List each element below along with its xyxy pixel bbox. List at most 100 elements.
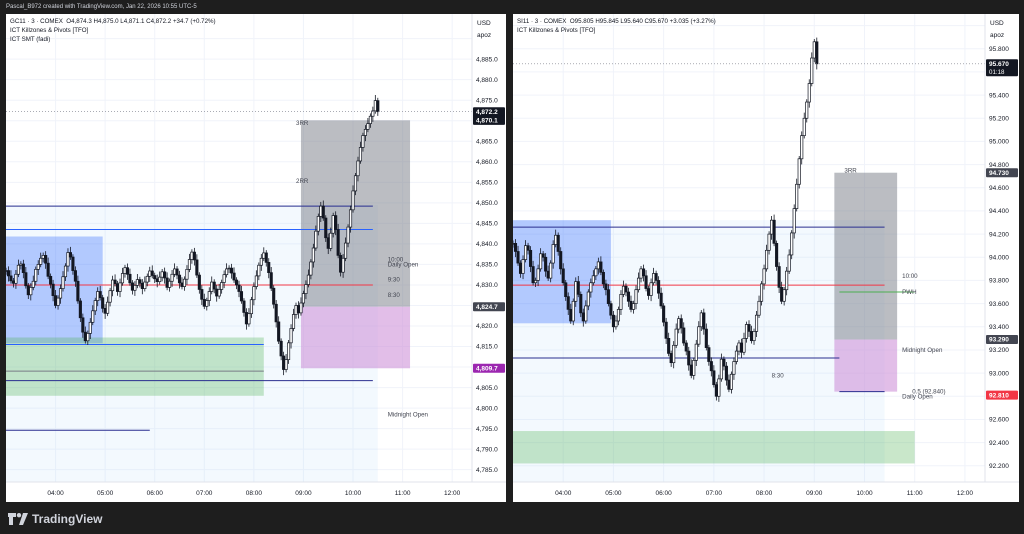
gold-candle-body[interactable] (282, 355, 286, 370)
gold-candle-body[interactable] (51, 283, 55, 296)
silver-candle-body[interactable] (802, 117, 806, 136)
gold-indicator-1[interactable]: ICT Killzones & Pivots [TFO] (10, 27, 89, 34)
silver-candle-body[interactable] (667, 338, 671, 354)
gold-candle-body[interactable] (321, 205, 325, 219)
gold-candle-body[interactable] (145, 275, 149, 283)
silver-candle-body[interactable] (546, 270, 550, 279)
gold-candle-body[interactable] (19, 263, 23, 266)
gold-candle-body[interactable] (34, 268, 38, 282)
gold-candle-body[interactable] (264, 252, 268, 263)
silver-candle-body[interactable] (531, 266, 535, 284)
silver-candle-body[interactable] (521, 259, 525, 274)
gold-candle-body[interactable] (106, 301, 110, 314)
gold-candle-body[interactable] (61, 276, 65, 289)
silver-candle-body[interactable] (732, 361, 736, 375)
gold-candle-body[interactable] (39, 257, 43, 265)
gold-candle-body[interactable] (130, 282, 134, 291)
gold-x-axis[interactable] (6, 482, 506, 502)
gold-candle-body[interactable] (234, 279, 239, 286)
gold-candle-body[interactable] (155, 278, 159, 283)
gold-candle-body[interactable] (54, 295, 58, 306)
gold-candle-body[interactable] (168, 280, 172, 288)
silver-candle-body[interactable] (518, 262, 523, 274)
silver-candle-body[interactable] (634, 289, 638, 304)
gold-candle-body[interactable] (351, 190, 355, 211)
gold-candle-body[interactable] (78, 300, 82, 319)
silver-candle-body[interactable] (639, 268, 643, 279)
gold-candle-body[interactable] (239, 291, 244, 302)
silver-candle-body[interactable] (586, 291, 590, 307)
gold-candle-body[interactable] (165, 277, 169, 288)
gold-candle-body[interactable] (73, 270, 77, 282)
gold-candle-body[interactable] (173, 268, 177, 275)
gold-candle-body[interactable] (143, 281, 147, 289)
gold-price-tag[interactable] (473, 115, 505, 125)
silver-candle-body[interactable] (614, 320, 618, 328)
silver-candle-body[interactable] (762, 268, 766, 285)
silver-candle-body[interactable] (795, 183, 799, 209)
gold-candle-body[interactable] (195, 259, 199, 276)
silver-candle-body[interactable] (679, 318, 683, 329)
gold-candle-body[interactable] (215, 288, 219, 297)
silver-candle-body[interactable] (609, 303, 613, 316)
silver-candle-body[interactable] (549, 262, 553, 279)
silver-candle-body[interactable] (657, 280, 661, 294)
gold-candle-body[interactable] (237, 284, 241, 292)
silver-chart-panel[interactable]: 3RR 10:00 PWH Midnight Open 8:30 0.5 (92.840)… (513, 14, 1019, 502)
silver-candle-body[interactable] (800, 135, 804, 160)
silver-candle-body[interactable] (664, 321, 668, 339)
silver-indicator-1[interactable]: ICT Killzones & Pivots [TFO] (517, 27, 596, 34)
gold-candle-body[interactable] (160, 271, 164, 278)
gold-candle-body[interactable] (21, 263, 25, 273)
gold-candle-body[interactable] (88, 321, 92, 334)
silver-candle-body[interactable] (770, 219, 774, 235)
gold-candle-body[interactable] (103, 307, 107, 314)
gold-symbol[interactable]: GC11 · 3 · COMEX (10, 18, 63, 25)
silver-candle-body[interactable] (739, 342, 744, 353)
gold-candle-body[interactable] (98, 291, 102, 299)
gold-candle-body[interactable] (44, 255, 48, 264)
silver-candle-body[interactable] (654, 273, 658, 281)
silver-candle-body[interactable] (541, 253, 545, 258)
gold-candle-body[interactable] (185, 268, 189, 280)
silver-candle-body[interactable] (601, 271, 605, 285)
gold-candle-body[interactable] (217, 289, 221, 297)
silver-candle-body[interactable] (697, 326, 701, 345)
gold-candle-body[interactable] (222, 274, 226, 283)
silver-candle-body[interactable] (669, 353, 673, 364)
silver-candle-body[interactable] (752, 331, 756, 342)
silver-candle-body[interactable] (534, 280, 538, 284)
silver-candle-body[interactable] (642, 268, 646, 277)
silver-candle-body[interactable] (611, 314, 615, 328)
gold-candle-body[interactable] (306, 274, 310, 285)
gold-candle-body[interactable] (336, 229, 340, 256)
gold-candle-body[interactable] (190, 251, 194, 260)
gold-candle-body[interactable] (341, 257, 345, 273)
silver-candle-body[interactable] (571, 300, 575, 322)
gold-candle-body[interactable] (232, 272, 236, 281)
silver-candle-body[interactable] (785, 270, 789, 291)
gold-candle-body[interactable] (371, 110, 375, 117)
gold-candle-body[interactable] (36, 264, 40, 270)
silver-candle-body[interactable] (624, 285, 628, 293)
gold-candle-body[interactable] (108, 290, 112, 303)
gold-candle-body[interactable] (29, 287, 33, 296)
silver-candle-body[interactable] (797, 158, 801, 185)
gold-candle-body[interactable] (9, 275, 13, 282)
gold-candle-body[interactable] (26, 285, 30, 296)
silver-candle-body[interactable] (513, 243, 518, 252)
silver-candle-body[interactable] (692, 360, 696, 376)
silver-candle-body[interactable] (772, 219, 776, 244)
gold-candle-body[interactable] (81, 317, 85, 333)
silver-candle-body[interactable] (775, 243, 779, 267)
silver-candle-body[interactable] (682, 327, 686, 344)
gold-chart-panel[interactable]: 3RR 2RR 10:00 Daily Open 9:30 8:30 Midnight Op… (6, 14, 506, 502)
gold-candle-body[interactable] (200, 289, 204, 300)
silver-candle-body[interactable] (787, 254, 791, 272)
silver-candle-body[interactable] (810, 57, 814, 84)
silver-candle-body[interactable] (599, 261, 603, 273)
silver-candle-body[interactable] (737, 342, 741, 352)
gold-candle-body[interactable] (247, 313, 251, 325)
gold-candle-body[interactable] (249, 299, 253, 315)
silver-candle-body[interactable] (749, 331, 754, 342)
